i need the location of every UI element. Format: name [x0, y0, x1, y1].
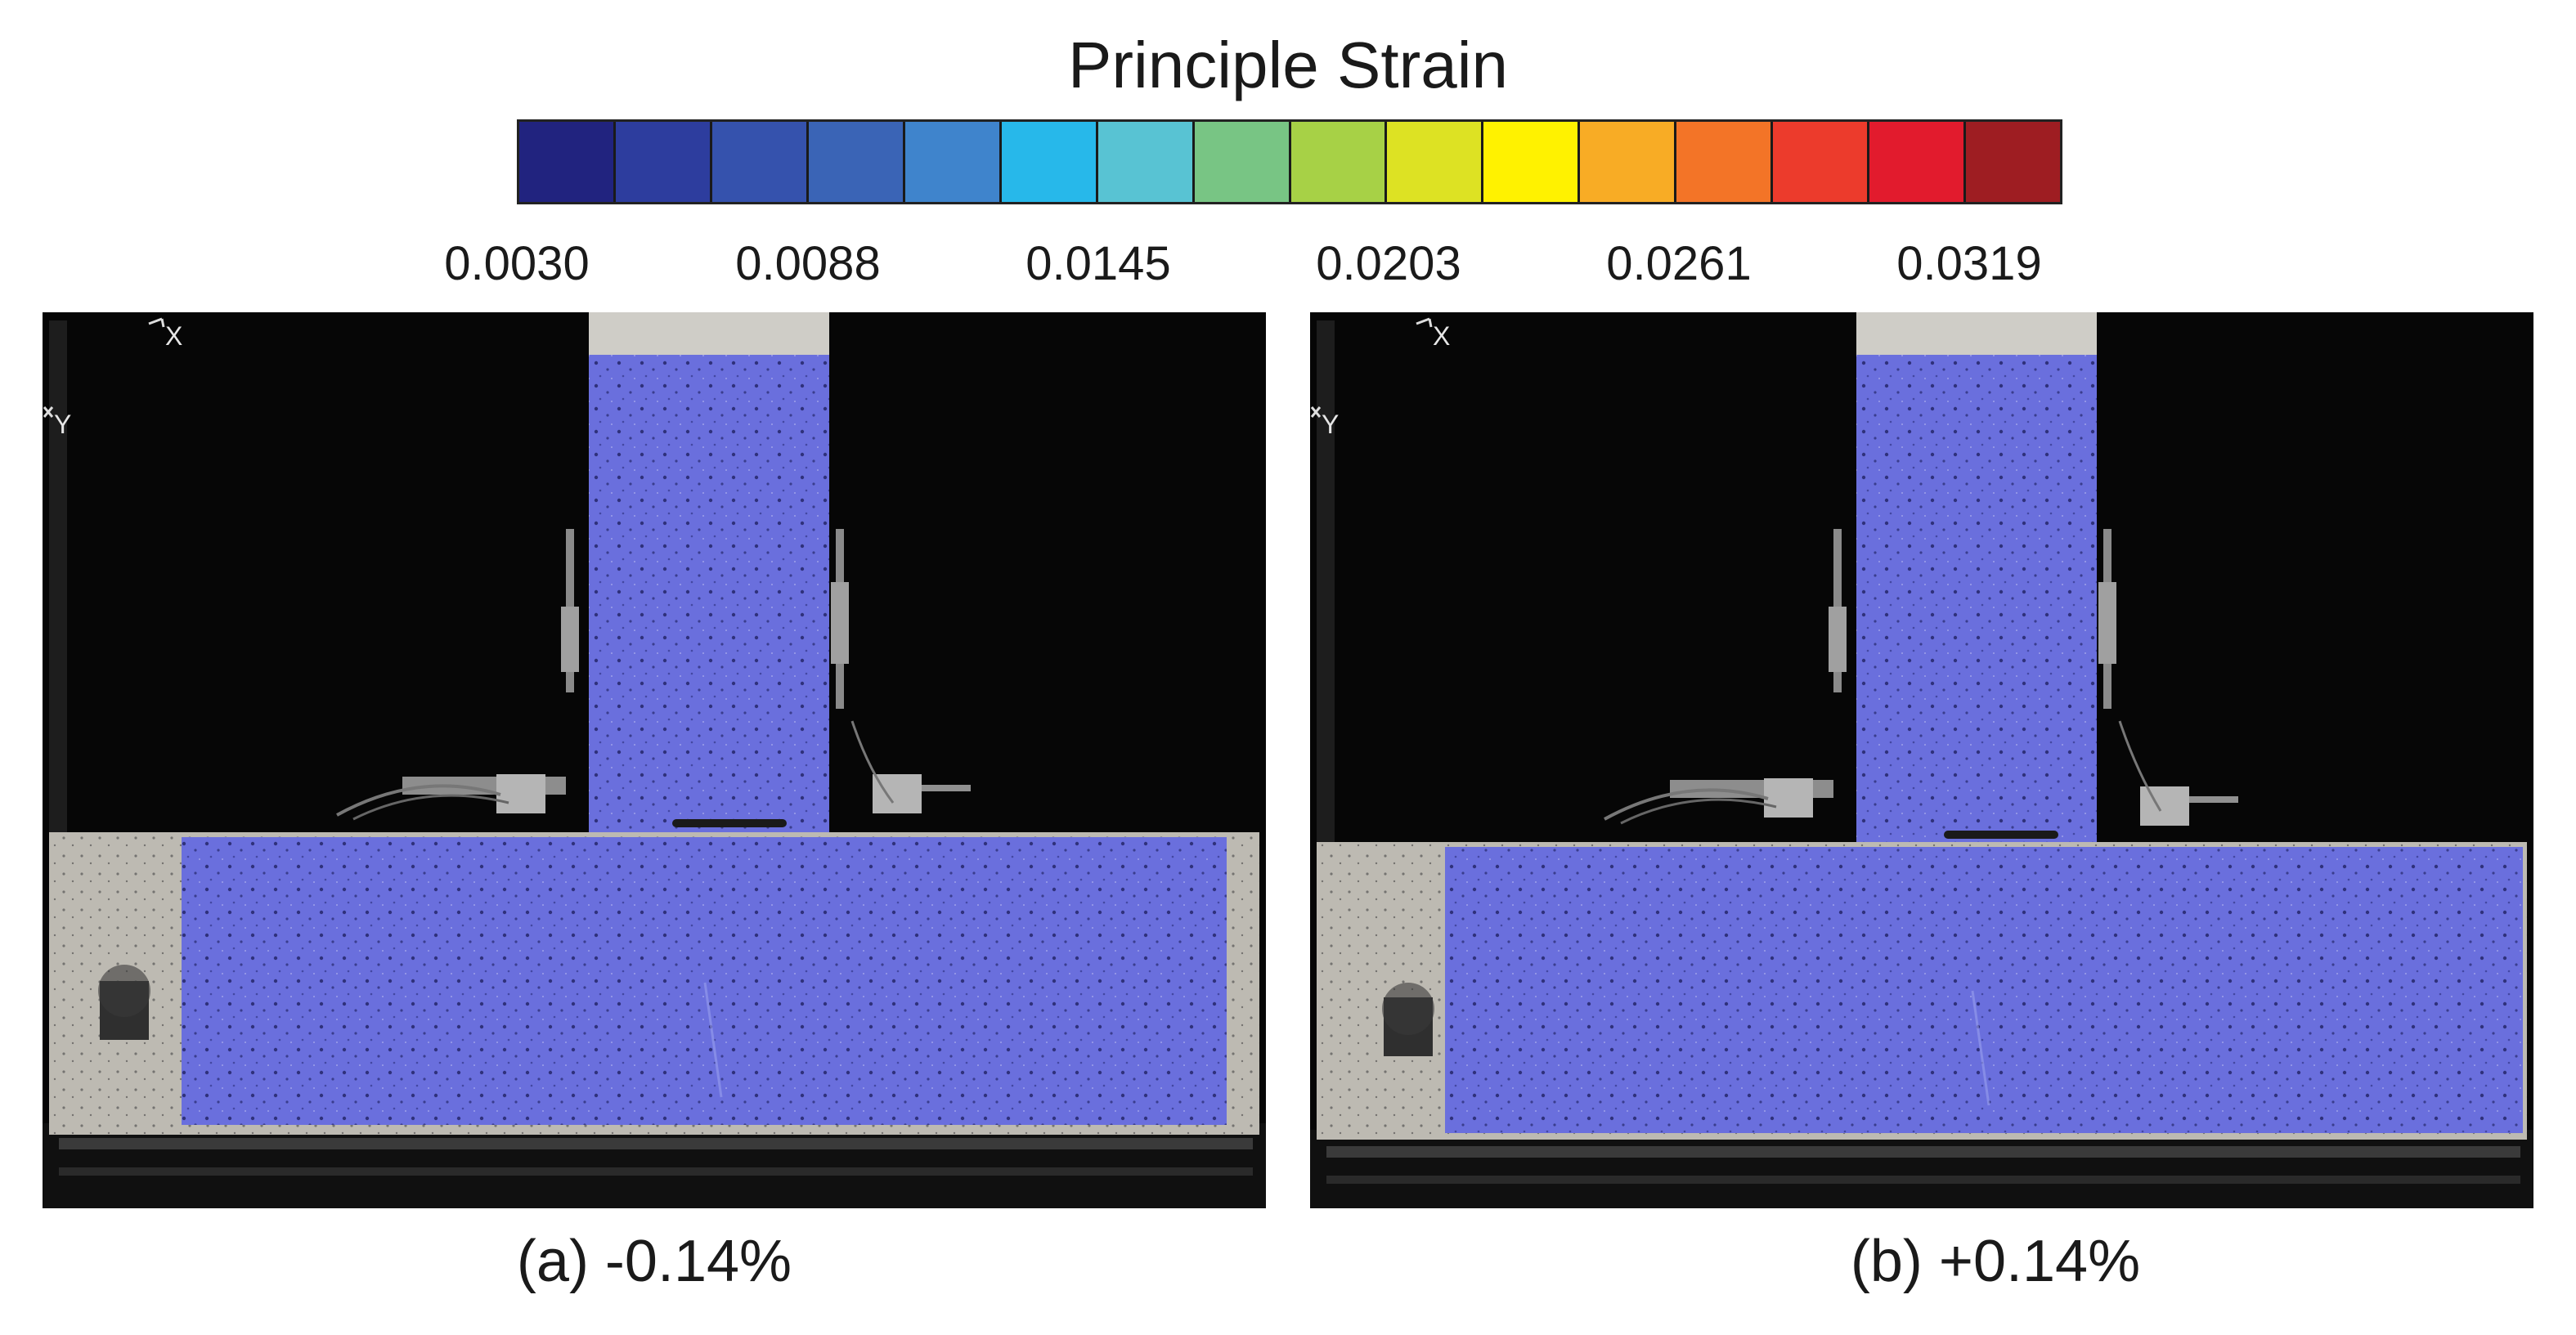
colorbar-tick-label: 0.0030 [444, 237, 590, 290]
colorbar-segment [1194, 122, 1291, 202]
colorbar-segment [904, 122, 1002, 202]
colorbar-segment [1387, 122, 1484, 202]
colorbar-segment [1097, 122, 1195, 202]
colorbar-segment [1676, 122, 1774, 202]
colorbar-segment [808, 122, 905, 202]
colorbar-tick-label: 0.0203 [1316, 237, 1461, 290]
colorbar-segment [711, 122, 809, 202]
strain-panel-a: X Y [43, 312, 1266, 1208]
colorbar-segment [1001, 122, 1098, 202]
axis-y-label: Y [54, 410, 71, 439]
colorbar-tick-label: 0.0145 [1025, 237, 1171, 290]
axis-x-label: X [165, 321, 182, 351]
strain-panel-b: X Y [1310, 312, 2533, 1208]
panel-caption-b: (b) +0.14% [1850, 1229, 2141, 1294]
axis-x-label: X [1433, 321, 1450, 351]
axis-y-label: Y [1322, 410, 1339, 439]
panel-caption-a: (a) -0.14% [516, 1229, 792, 1294]
colorbar-segment [519, 122, 616, 202]
colorbar-segment [1773, 122, 1870, 202]
colorbar-title: Principle Strain [1067, 29, 1508, 101]
colorbar-segment [1483, 122, 1581, 202]
colorbar-segment [1580, 122, 1677, 202]
colorbar-tick-label: 0.0319 [1896, 237, 2042, 290]
colorbar-segment [1869, 122, 1967, 202]
colorbar-segment [1966, 122, 2060, 202]
colorbar-segment [1290, 122, 1388, 202]
colorbar [517, 119, 2062, 204]
colorbar-tick-label: 0.0088 [735, 237, 881, 290]
colorbar-segment [615, 122, 712, 202]
colorbar-tick-label: 0.0261 [1606, 237, 1752, 290]
